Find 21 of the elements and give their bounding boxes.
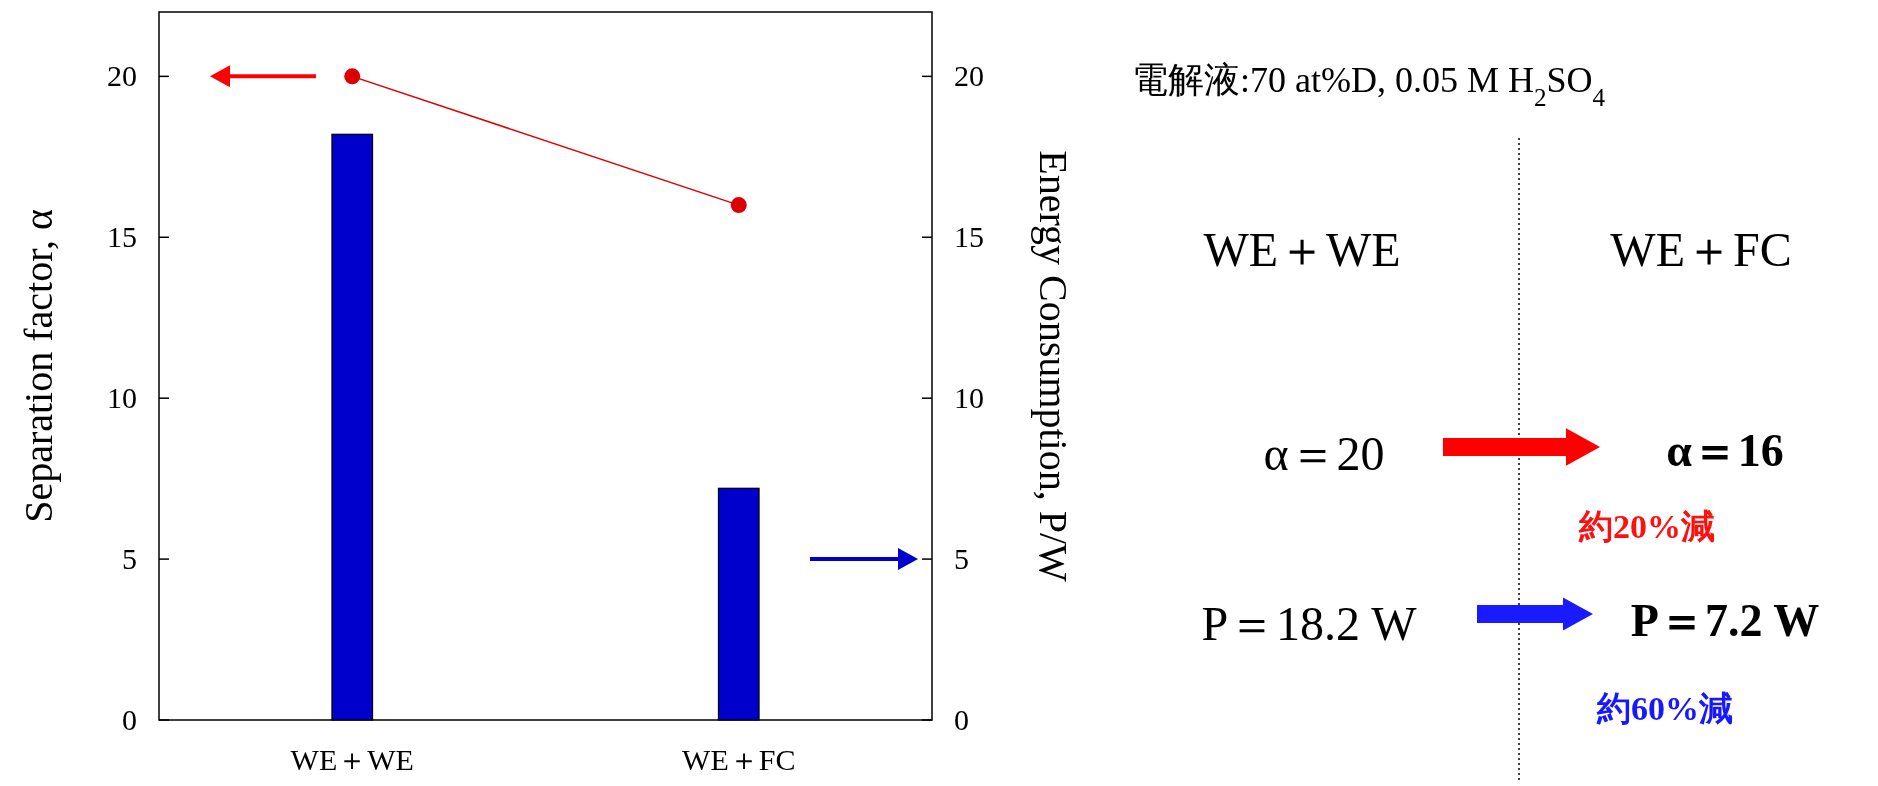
y2-tick-label: 10 xyxy=(954,381,984,415)
y-tick-label: 15 xyxy=(107,220,137,254)
y-tick-label: 10 xyxy=(107,381,137,415)
y2-tick-label: 20 xyxy=(954,59,984,93)
text: 約60%減 xyxy=(1596,690,1733,727)
y-tick-label: 5 xyxy=(122,542,137,576)
text: α＝16 xyxy=(1666,425,1784,476)
text: P＝18.2 W xyxy=(1201,597,1418,650)
text: P＝7.2 W xyxy=(1630,595,1820,646)
y-tick-label: 0 xyxy=(122,703,137,736)
text: WE＋WE xyxy=(1203,223,1401,276)
y2-tick-label: 5 xyxy=(954,542,969,576)
text: 電解液:70 at%D, 0.05 M H$_{2}$SO$_{4}$ xyxy=(1132,60,1606,111)
y-tick-label: 20 xyxy=(107,59,137,93)
text: α＝20 xyxy=(1263,427,1385,480)
text: 約20%減 xyxy=(1578,508,1715,545)
text: WE＋FC xyxy=(1610,223,1792,276)
y2-tick-label: 0 xyxy=(954,703,969,736)
y2-axis-title: Energy Consumption, P/W xyxy=(1031,150,1076,582)
y2-tick-label: 15 xyxy=(954,220,984,254)
y-axis-title: Separation factor, α xyxy=(16,209,61,523)
